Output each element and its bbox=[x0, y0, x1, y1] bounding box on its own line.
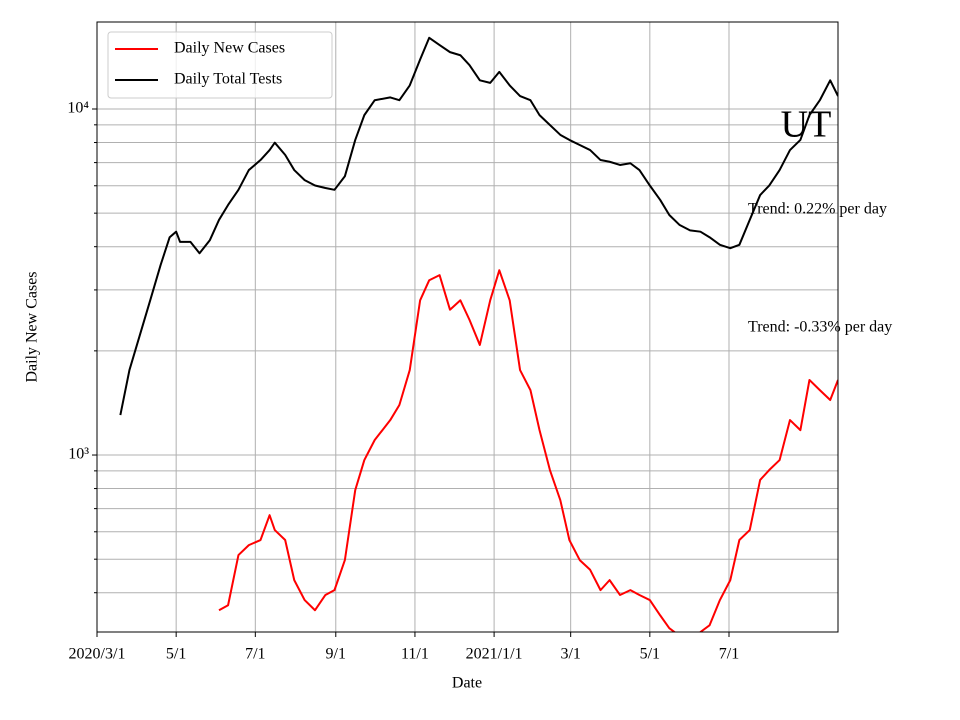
x-tick-label: 11/1 bbox=[401, 646, 429, 663]
plot-frame bbox=[96, 21, 839, 633]
legend-label: Daily Total Tests bbox=[174, 71, 282, 88]
annotation: Trend: 0.22% per day bbox=[748, 201, 887, 218]
legend: Daily New Cases Daily Total Tests bbox=[107, 31, 333, 99]
ticks: 2020/3/1 5/1 7/1 9/1 11/1 2021/1/1 3/1 5/1 7/1 10… bbox=[67, 100, 739, 663]
x-tick-label: 7/1 bbox=[719, 646, 739, 663]
x-tick-label: 3/1 bbox=[560, 646, 580, 663]
legend-label: Daily New Cases bbox=[174, 40, 285, 57]
series-line bbox=[218, 269, 838, 632]
x-tick-label: 9/1 bbox=[326, 646, 346, 663]
grid bbox=[96, 22, 838, 632]
x-tick-label: 2021/1/1 bbox=[466, 646, 523, 663]
series-line bbox=[119, 36, 838, 416]
y-tick-label: 10⁴ bbox=[67, 100, 89, 117]
y-tick-label: 10³ bbox=[68, 446, 89, 463]
annotation: Trend: -0.33% per day bbox=[748, 319, 892, 336]
x-tick-label: 5/1 bbox=[640, 646, 660, 663]
annotation: UT bbox=[781, 104, 832, 146]
y-axis-label: Daily New Cases bbox=[24, 271, 41, 382]
x-tick-label: 2020/3/1 bbox=[69, 646, 126, 663]
annotations: UT Trend: 0.22% per day Trend: -0.33% per … bbox=[748, 104, 892, 336]
plot-lines bbox=[119, 36, 838, 632]
x-axis-label: Date bbox=[452, 675, 482, 692]
legend-box bbox=[107, 31, 333, 99]
x-tick-label: 5/1 bbox=[166, 646, 186, 663]
x-tick-label: 7/1 bbox=[245, 646, 265, 663]
